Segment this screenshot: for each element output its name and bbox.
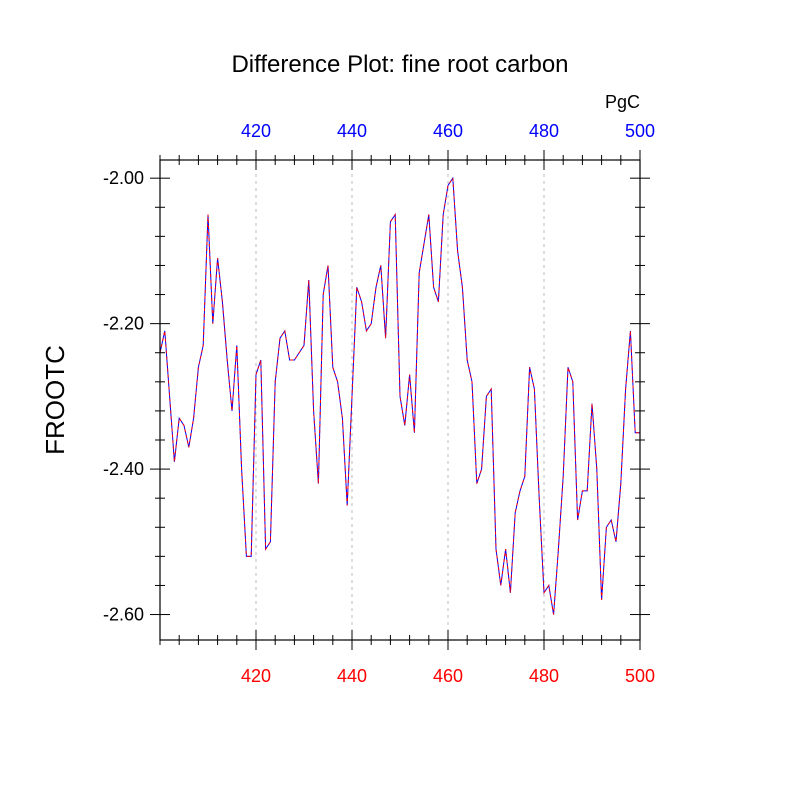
series-line-solid (159, 176, 640, 615)
x-tick-label-top: 480 (529, 121, 559, 141)
x-tick-label-bottom: 480 (529, 666, 559, 686)
chart-title: Difference Plot: fine root carbon (231, 51, 568, 78)
x-tick-label-bottom: 460 (433, 666, 463, 686)
grid-lines (255, 160, 545, 640)
y-tick-label: -2.00 (103, 168, 144, 188)
data-series (159, 176, 640, 615)
x-tick-label-top: 500 (625, 121, 655, 141)
y-tick-label: -2.20 (103, 314, 144, 334)
plot-frame (150, 150, 650, 650)
x-tick-label-top: 420 (241, 121, 271, 141)
x-tick-label-bottom: 420 (241, 666, 271, 686)
x-tick-label-bottom: 500 (625, 666, 655, 686)
tick-labels: 420 440 460 480 500 420 440 460 480 500 -2.00 -2.20… (103, 121, 655, 686)
x-tick-label-top: 460 (433, 121, 463, 141)
y-axis-label: FROOTC (40, 345, 70, 455)
plot-border (159, 159, 641, 641)
series-line-dashed (159, 176, 640, 615)
units-label: PgC (605, 92, 640, 112)
x-tick-label-bottom: 440 (337, 666, 367, 686)
x-tick-label-top: 440 (337, 121, 367, 141)
y-tick-label: -2.60 (103, 605, 144, 625)
y-tick-label: -2.40 (103, 459, 144, 479)
